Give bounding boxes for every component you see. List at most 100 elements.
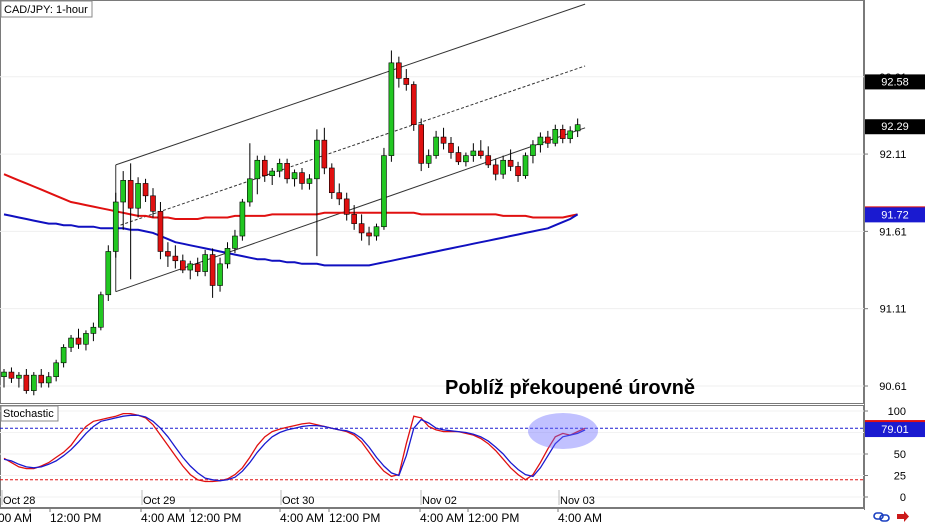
x-time-label: 4:00 AM [0, 511, 32, 525]
main-y-tick-label: 90.61 [879, 381, 907, 393]
candle [105, 245, 112, 301]
x-date-label: Oct 29 [143, 495, 175, 507]
candle-body-up [135, 183, 141, 209]
candle-body-down [559, 129, 566, 139]
candle-body-up [269, 170, 276, 177]
candle-body-up [217, 263, 223, 286]
candle-body-down [410, 84, 417, 125]
candle [567, 126, 574, 144]
main-y-tick-label: 91.61 [879, 226, 907, 238]
stochastic-panel-frame [0, 405, 864, 508]
candle-body-down [75, 337, 82, 345]
stochastic-tag-bg [865, 422, 925, 438]
candle-body-up [254, 159, 261, 180]
stochastic-tag-red-stripe [865, 420, 925, 424]
candle [127, 163, 134, 280]
candle [217, 257, 223, 292]
annotation-text: Poblíž překoupené úrovně [445, 377, 695, 399]
candle-body-down [492, 164, 499, 175]
candle [150, 188, 156, 218]
candle [239, 198, 246, 241]
price-tag-bg [865, 207, 925, 223]
candle [388, 50, 395, 162]
candle-body-down [418, 124, 425, 164]
candle-body-up [120, 180, 126, 203]
candle-body-down [507, 159, 514, 167]
candle [574, 118, 581, 138]
channel-middle-line [115, 65, 586, 228]
candle-body-up [83, 333, 89, 345]
candle [440, 127, 447, 150]
candle-body-down [165, 251, 171, 257]
candle [75, 328, 82, 349]
candle-body-down [396, 62, 402, 79]
candle [53, 359, 59, 382]
candle-body-up [276, 163, 283, 172]
candle [381, 147, 387, 230]
stochastic-y-tick-label: 50 [894, 449, 906, 461]
candle [351, 205, 357, 230]
stochastic-tag-label: 79.01 [881, 424, 909, 436]
candle-body-up [433, 136, 439, 156]
candle [180, 254, 186, 274]
link-icon[interactable] [873, 512, 890, 522]
candle-body-down [142, 183, 149, 197]
candle-body-up [239, 201, 246, 237]
candle [60, 344, 67, 368]
candle [396, 56, 402, 88]
candle-body-down [343, 198, 350, 215]
candle [261, 155, 268, 182]
candle [530, 140, 536, 164]
candle [470, 143, 477, 162]
candle-body-up [314, 139, 320, 180]
candle-body-up [537, 136, 544, 146]
candle [90, 322, 97, 342]
candle-body-down [194, 263, 201, 272]
channel-upper-line [115, 3, 586, 166]
stochastic-line-2 [3, 414, 586, 482]
candle-body-up [291, 172, 298, 180]
stochastic-highlight-ellipse [528, 413, 598, 449]
candle-body-down [261, 159, 268, 177]
candle-body-down [336, 192, 343, 200]
candle [98, 291, 104, 331]
stochastic-line-1 [3, 412, 586, 483]
candle-body-down [366, 232, 372, 237]
price-tag-label: 92.29 [881, 121, 909, 133]
stochastic-label-box [0, 405, 59, 422]
moving-average-line-2 [3, 213, 579, 267]
candle-body-up [470, 150, 477, 156]
main-y-tick-label: 92.11 [880, 149, 907, 161]
candle-body-up [30, 374, 37, 391]
x-time-label: 12:00 PM [329, 511, 380, 525]
candle [463, 152, 469, 167]
candle [336, 183, 343, 206]
candle-body-up [567, 130, 574, 139]
candle [8, 367, 15, 383]
candle-body-down [299, 172, 305, 184]
stochastic-y-tick-label: 25 [894, 471, 906, 483]
candle [269, 167, 276, 185]
candle [224, 242, 231, 269]
candle [23, 368, 30, 394]
candle [418, 118, 425, 172]
candle-body-up [530, 144, 536, 156]
candle-body-down [172, 255, 179, 262]
price-tag-label: 91.72 [881, 209, 909, 221]
candle [507, 149, 514, 172]
candle [202, 249, 208, 277]
x-date-label: Oct 28 [3, 495, 35, 507]
arrow-right-icon[interactable] [897, 511, 909, 522]
candle-body-up [60, 347, 67, 364]
x-time-label: 4:00 AM [280, 511, 324, 525]
candle [485, 146, 492, 168]
candle [515, 161, 521, 182]
price-tag: 92.58 [865, 74, 925, 90]
candle-body-up [552, 129, 559, 144]
candle-body-up [202, 254, 208, 272]
candle-body-up [45, 376, 52, 384]
candle-body-up [187, 263, 194, 271]
candle-body-up [500, 159, 506, 175]
candle [68, 334, 74, 352]
candle [254, 155, 261, 195]
